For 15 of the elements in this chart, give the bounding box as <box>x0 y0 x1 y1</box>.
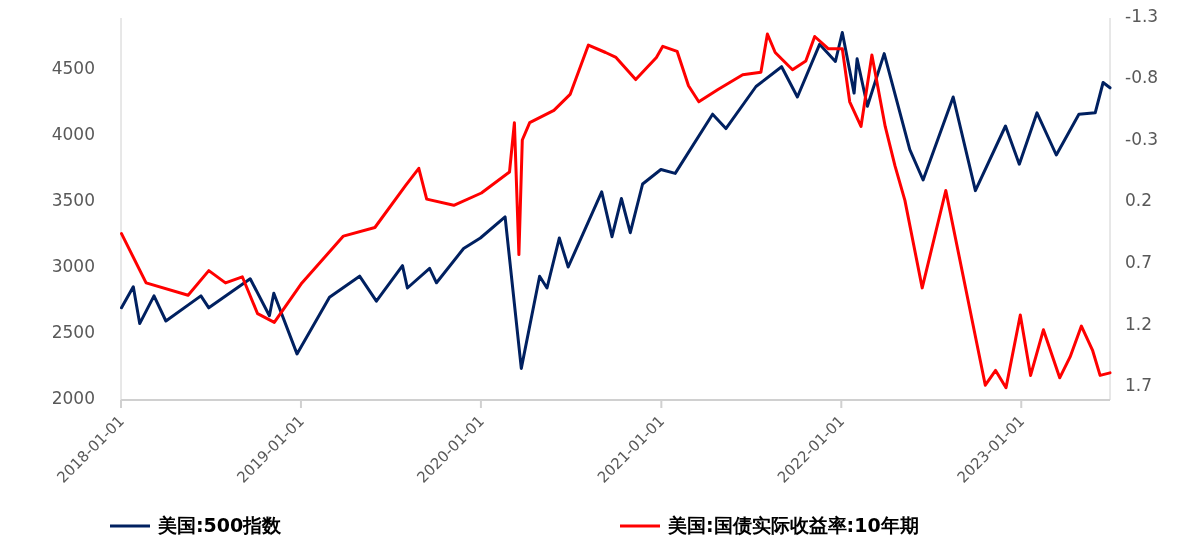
y2-tick-label: 0.7 <box>1125 251 1153 272</box>
y2-tick-label: -0.8 <box>1125 67 1159 88</box>
y-tick-label: 4000 <box>51 124 95 145</box>
y-tick-label: 4500 <box>51 58 95 79</box>
y2-tick-label: 0.2 <box>1125 190 1153 211</box>
y-tick-label: 2500 <box>51 321 95 342</box>
y2-tick-label: 1.7 <box>1125 375 1153 396</box>
y2-tick-label: -1.3 <box>1125 5 1159 26</box>
legend-label: 美国:国债实际收益率:10年期 <box>667 514 919 536</box>
y2-tick-label: -0.3 <box>1125 128 1159 149</box>
legend-label: 美国:500指数 <box>157 514 283 536</box>
y-tick-label: 3500 <box>51 189 95 210</box>
y2-tick-label: 1.2 <box>1125 313 1153 334</box>
y-tick-label: 2000 <box>51 387 95 408</box>
y-tick-label: 3000 <box>51 255 95 276</box>
